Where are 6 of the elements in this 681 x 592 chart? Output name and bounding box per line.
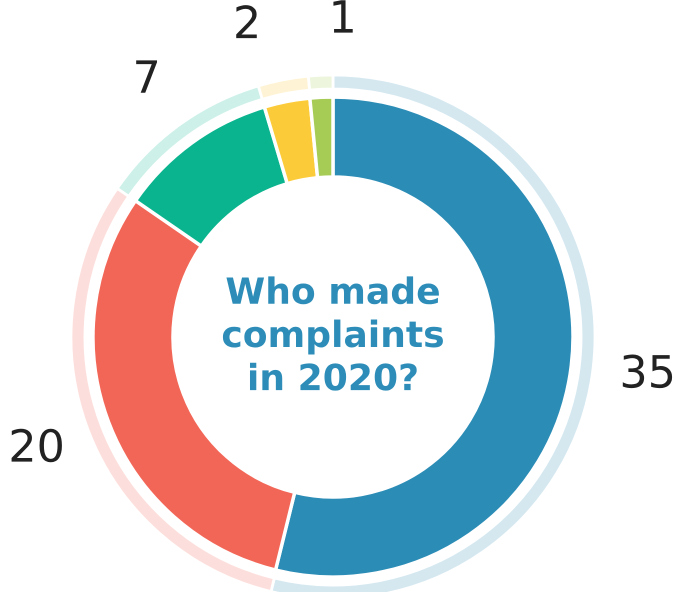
data-label: 7: [136, 60, 158, 93]
data-label: 35: [622, 354, 672, 388]
data-label: 2: [236, 5, 257, 38]
data-label: 20: [12, 428, 62, 462]
text: Who made complaints in 2020?: [222, 276, 443, 391]
data-label: 1: [333, 0, 353, 33]
